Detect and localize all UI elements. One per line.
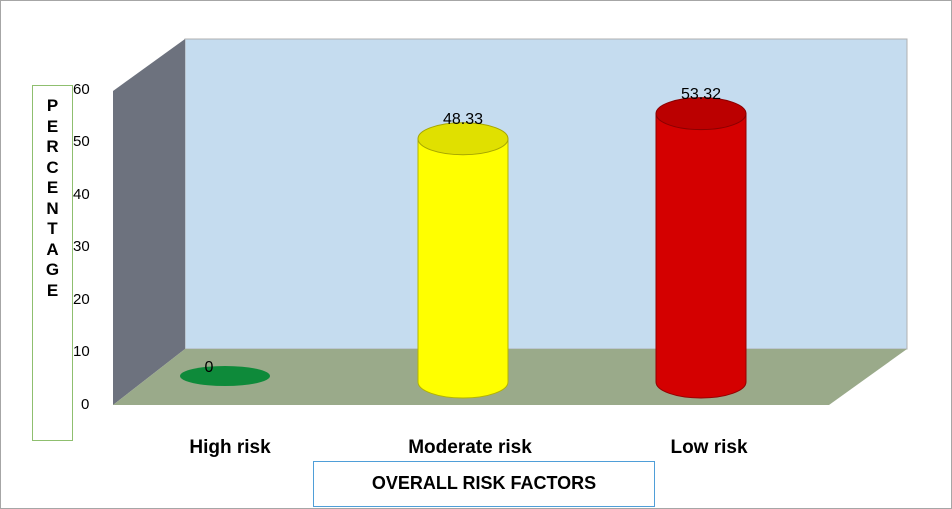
x-category-label: Moderate risk xyxy=(408,437,532,458)
data-label: 53.32 xyxy=(680,85,722,103)
y-axis-title: P E R C E N T A G E xyxy=(45,96,60,300)
y-tick-label: 0 xyxy=(81,396,90,413)
x-category-label: High risk xyxy=(189,437,271,458)
bar-top xyxy=(655,97,747,131)
data-label: 0 xyxy=(204,359,214,376)
y-tick-label: 40 xyxy=(73,186,90,203)
bar-moderate-risk xyxy=(417,122,509,399)
y-tick-label: 20 xyxy=(73,291,90,308)
x-axis-title: OVERALL RISK FACTORS xyxy=(371,473,597,493)
bar-low-risk xyxy=(655,97,747,399)
x-axis-title-box: OVERALL RISK FACTORS xyxy=(313,461,655,507)
y-tick-label: 60 xyxy=(73,81,90,98)
bar-high-risk xyxy=(180,366,270,386)
y-tick-label: 10 xyxy=(73,343,90,360)
back-wall xyxy=(184,38,908,350)
y-tick-label: 50 xyxy=(73,133,90,150)
data-label: 48.33 xyxy=(442,110,484,128)
bar-body xyxy=(655,113,747,399)
y-tick-label: 30 xyxy=(73,238,90,255)
x-category-label: Low risk xyxy=(670,437,748,458)
side-wall xyxy=(113,39,185,405)
bar-body xyxy=(417,138,509,399)
y-axis-title-box: P E R C E N T A G E xyxy=(32,85,73,441)
bar-top xyxy=(417,122,509,156)
bar-disc xyxy=(180,366,270,386)
